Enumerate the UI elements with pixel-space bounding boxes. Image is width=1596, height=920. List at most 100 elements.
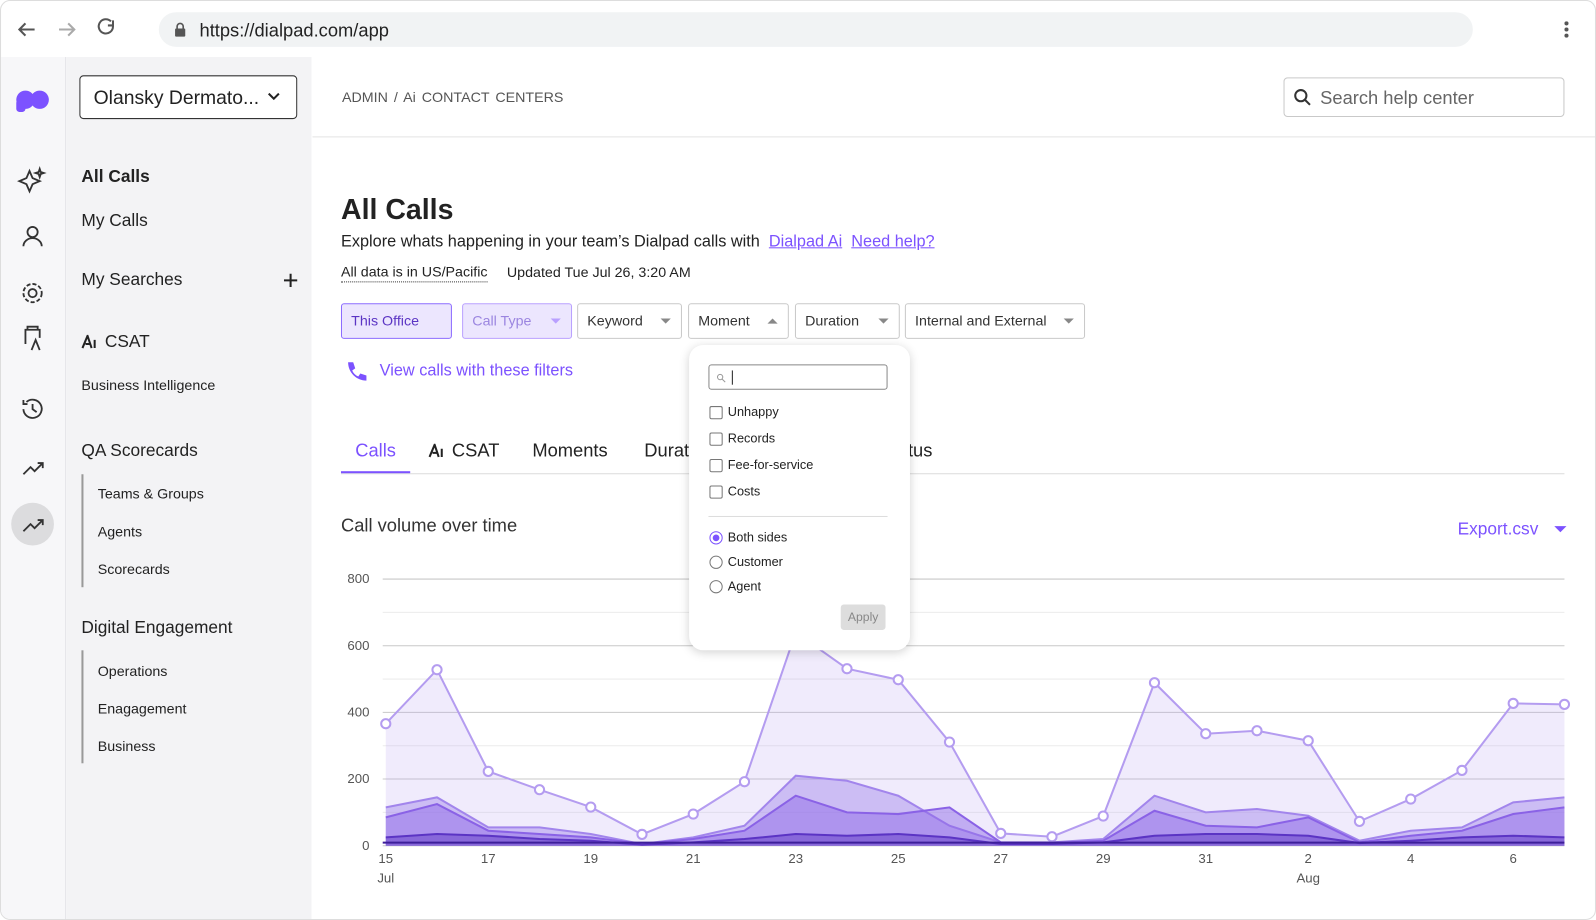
filter[interactable]: Moment [688, 303, 789, 339]
browser-nav[interactable] [1, 1, 144, 57]
x-tick-label: 4 [1407, 851, 1414, 866]
filter-label: Call Type [472, 312, 532, 329]
x-tick-label: 29 [1096, 851, 1111, 866]
point [1405, 793, 1417, 805]
url: https://dialpad.com/app [199, 20, 389, 41]
crumb[interactable]: ADMIN [342, 88, 388, 105]
x-tick-label: 19 [583, 851, 598, 866]
export-caret[interactable] [1553, 524, 1567, 534]
checkbox[interactable] [709, 458, 723, 473]
rail-icons[interactable] [1, 57, 65, 566]
x-tick-label: 25 [891, 851, 906, 866]
nav-item[interactable]: Scorecards [97, 560, 170, 578]
search-icon [716, 373, 726, 383]
point [533, 784, 546, 796]
nav-item[interactable]: Business [97, 737, 156, 755]
radio[interactable] [709, 555, 723, 569]
radio-label: Both sides [727, 530, 788, 545]
radio[interactable] [709, 580, 723, 594]
filter[interactable]: Duration [794, 303, 900, 339]
nav-item[interactable]: All Calls [81, 166, 150, 187]
series-line [385, 630, 1565, 838]
search-icon [1294, 89, 1311, 106]
series-line [385, 794, 1565, 846]
point [892, 674, 904, 686]
checkbox[interactable] [709, 485, 723, 499]
icon-rail [1, 56, 67, 919]
y-tick-label: 800 [347, 571, 369, 586]
crumb[interactable]: Ai CONTACT CENTERS [403, 88, 564, 105]
y-tick-label: 0 [362, 838, 369, 853]
checkbox-label: Unhappy [727, 405, 779, 420]
link[interactable]: Dialpad Ai [768, 233, 843, 251]
x-tick-label: 23 [788, 851, 803, 866]
browser-menu[interactable] [1558, 19, 1574, 39]
nav-group-title: Digital Engagement [81, 617, 233, 638]
point [1353, 815, 1366, 827]
nav-item[interactable]: CSAT [104, 331, 150, 352]
checkbox[interactable] [709, 406, 723, 420]
filter-label: Keyword [587, 312, 643, 329]
office-selector[interactable]: Olansky Dermato... [79, 75, 298, 120]
dropdown-search[interactable] [708, 364, 888, 390]
group-line [81, 474, 84, 588]
filter-label: Duration [805, 312, 859, 329]
point [431, 664, 443, 676]
tab[interactable]: Moments [532, 440, 608, 461]
nav-item[interactable]: My Calls [81, 210, 148, 231]
chart-title: Call volume over time [340, 515, 518, 536]
series-line [385, 774, 1565, 846]
filter[interactable]: Keyword [577, 303, 682, 339]
nav-item[interactable]: Teams & Groups [97, 485, 204, 502]
radio-label: Customer [727, 554, 783, 569]
updated: Updated Tue Jul 26, 3:20 AM [506, 263, 691, 280]
text-cursor [731, 370, 733, 385]
active-tab-indicator [340, 471, 411, 474]
apply-button[interactable]: Apply [840, 604, 886, 630]
x-tick-label: 27 [993, 851, 1008, 866]
point [1046, 831, 1058, 843]
link[interactable]: Need help? [851, 233, 935, 251]
tab[interactable]: Calls [355, 440, 396, 461]
filter[interactable]: This Office [340, 303, 452, 339]
point [738, 776, 751, 788]
point [1456, 764, 1468, 776]
y-tick-label: 400 [347, 704, 369, 719]
tab[interactable]: CSAT [451, 440, 500, 461]
y-tick-label: 200 [347, 771, 369, 786]
address-bar[interactable]: https://dialpad.com/app [158, 12, 1473, 47]
nav-item[interactable]: Business Intelligence [81, 376, 216, 393]
nav-item[interactable]: My Searches [81, 269, 183, 290]
radio-label: Agent [727, 579, 762, 594]
filter-label: Moment [698, 312, 750, 329]
nav-item[interactable]: Enagagement [97, 700, 187, 717]
filter-label: Internal and External [915, 312, 1047, 329]
filter[interactable]: Internal and External [904, 303, 1086, 339]
x-tick-label: 21 [686, 851, 701, 866]
export-button[interactable]: Export.csv [1457, 519, 1539, 539]
series-area [385, 632, 1565, 846]
point [943, 736, 956, 748]
view-calls-link[interactable]: View calls with these filters [379, 362, 574, 380]
help-search[interactable]: Search help center [1283, 77, 1565, 118]
nav-item[interactable]: Operations [97, 662, 168, 679]
checkbox-label: Fee-for-service [727, 457, 814, 473]
point [1558, 698, 1571, 710]
breadcrumb: ADMIN / Ai CONTACT CENTERS [342, 89, 563, 105]
nav-item[interactable]: Agents [97, 523, 143, 540]
separator [708, 515, 888, 517]
timezone[interactable]: All data is in US/Pacific [340, 263, 488, 283]
point [995, 827, 1007, 839]
filter-label: This Office [351, 312, 420, 329]
point [1148, 677, 1161, 689]
checkbox[interactable] [709, 432, 723, 446]
lock-icon [175, 22, 186, 37]
radio[interactable] [709, 531, 723, 545]
crumb-sep: / [393, 88, 398, 105]
point [1507, 697, 1519, 709]
add-button[interactable] [283, 273, 298, 288]
filter[interactable]: Call Type [462, 303, 573, 339]
group-line [81, 650, 84, 764]
point [841, 663, 853, 675]
